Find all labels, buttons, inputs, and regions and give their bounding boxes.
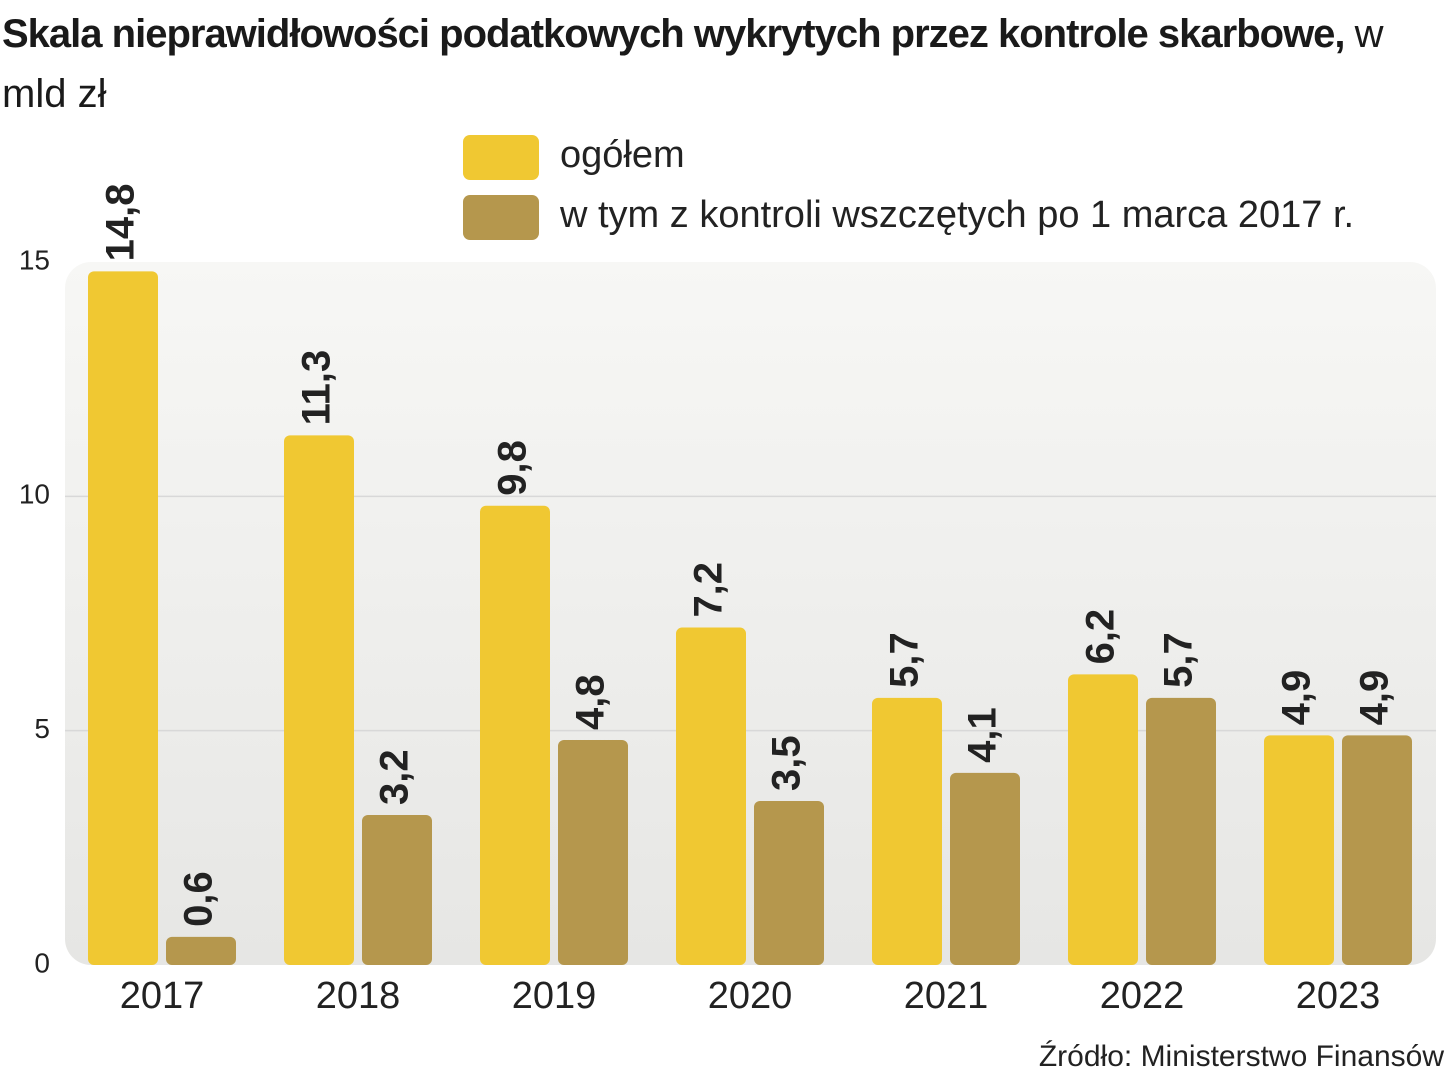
value-label: 3,2	[373, 749, 417, 805]
bar	[480, 505, 550, 965]
bar	[676, 627, 746, 965]
y-tick-label: 15	[19, 244, 50, 275]
y-tick-label: 5	[34, 713, 50, 744]
y-tick-label: 10	[19, 479, 50, 510]
bar	[166, 936, 236, 965]
bar	[284, 435, 354, 965]
x-tick-label: 2023	[1296, 975, 1381, 1017]
bar	[1264, 735, 1334, 965]
plot-background	[65, 262, 1436, 965]
legend-swatch	[463, 135, 539, 180]
bar	[1068, 674, 1138, 965]
value-label: 5,7	[883, 632, 927, 688]
title-block: Skala nieprawidłowości podatkowych wykry…	[2, 4, 1442, 124]
value-label: 9,8	[491, 440, 535, 496]
bar	[88, 271, 158, 966]
x-tick-label: 2021	[904, 975, 989, 1017]
bar	[558, 740, 628, 965]
bar	[362, 815, 432, 965]
bar	[872, 697, 942, 965]
value-label: 0,6	[177, 871, 221, 927]
chart-title: Skala nieprawidłowości podatkowych wykry…	[2, 12, 1346, 56]
value-label: 4,8	[569, 674, 613, 730]
x-tick-label: 2018	[316, 975, 401, 1017]
legend-label: w tym z kontroli wszczętych po 1 marca 2…	[559, 194, 1354, 236]
source: Źródło: Ministerstwo Finansów	[1039, 1040, 1444, 1073]
value-label: 3,5	[765, 735, 809, 791]
x-tick-label: 2022	[1100, 975, 1185, 1017]
value-label: 4,9	[1275, 670, 1319, 726]
bar	[1146, 697, 1216, 965]
value-label: 7,2	[687, 562, 731, 618]
value-label: 14,8	[99, 184, 143, 262]
x-tick-label: 2019	[512, 975, 597, 1017]
x-tick-label: 2020	[708, 975, 793, 1017]
legend-label: ogółem	[560, 134, 685, 176]
y-tick-label: 0	[34, 947, 50, 978]
value-label: 6,2	[1079, 609, 1123, 665]
value-label: 11,3	[295, 350, 339, 426]
x-tick-label: 2017	[120, 975, 205, 1017]
value-label: 4,9	[1353, 670, 1397, 726]
legend-swatch	[463, 195, 539, 240]
chart-subtitle: w mld zł	[2, 12, 1384, 116]
value-label: 4,1	[961, 707, 1005, 763]
bar	[1342, 735, 1412, 965]
bar	[754, 800, 824, 965]
value-label: 5,7	[1157, 632, 1201, 688]
bar	[950, 772, 1020, 965]
